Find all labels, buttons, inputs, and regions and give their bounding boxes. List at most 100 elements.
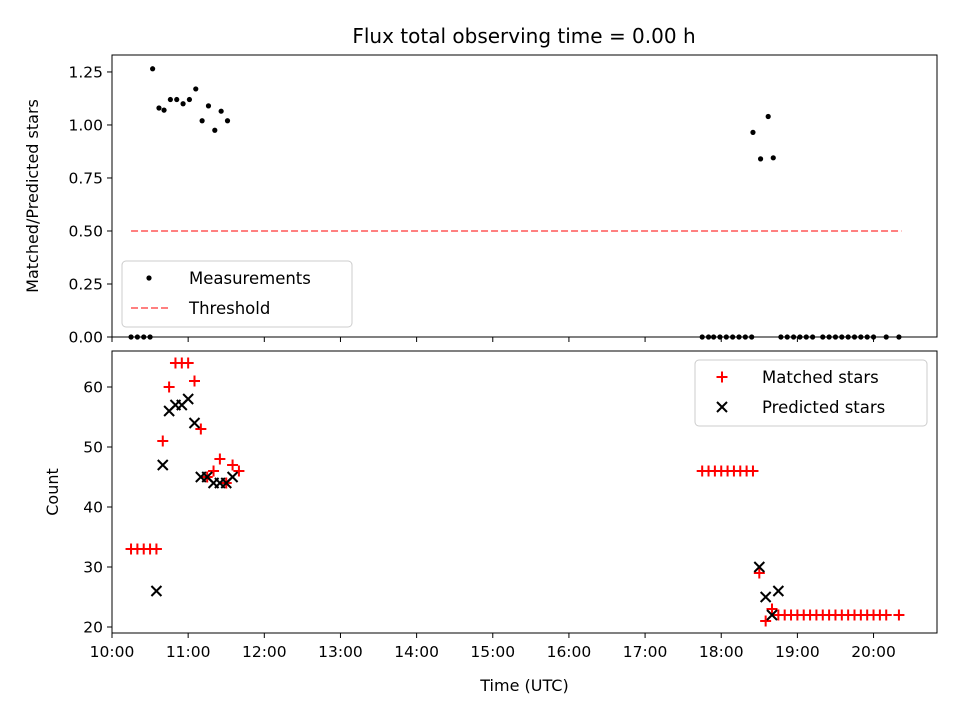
measurement-point <box>134 334 140 340</box>
measurement-point <box>174 96 180 103</box>
measurement-point <box>750 129 756 135</box>
measurement-point <box>770 155 776 161</box>
y-tick-label: 20 <box>83 619 103 637</box>
chart-title: Flux total observing time = 0.00 h <box>352 24 695 48</box>
legend-box <box>694 359 928 427</box>
legend-entry: Matched stars <box>716 368 879 387</box>
y-tick: 1.00 <box>68 116 112 134</box>
legend-box <box>121 260 353 328</box>
plot-frame <box>111 350 938 634</box>
measurement-point <box>730 334 736 340</box>
predicted-stars-point <box>226 471 239 483</box>
x-tick-label: 15:00 <box>470 643 515 661</box>
predicted-stars-point <box>753 561 766 573</box>
legend-marker <box>146 275 152 281</box>
measurement-point <box>832 334 839 340</box>
y-axis-label: Count <box>43 468 62 516</box>
measurement-point <box>193 86 199 92</box>
matched-stars-point <box>195 423 207 435</box>
measurement-point <box>864 334 870 340</box>
measurement-point <box>128 334 134 340</box>
predicted-stars-point <box>766 609 778 621</box>
plot-frame <box>111 54 938 338</box>
ratio-panel: 0.00 0.25 0.50 0.75 1.00 1.25 Matched/Predicte… <box>23 54 938 347</box>
y-tick: 0.75 <box>68 169 112 187</box>
x-tick-label: 13:00 <box>318 643 363 661</box>
y-axis-label: Matched/Predicted stars <box>23 99 42 293</box>
measurement-point <box>790 334 797 340</box>
measurement-point <box>826 334 832 340</box>
measurement-point <box>717 334 723 340</box>
y-tick: 60 <box>83 379 112 397</box>
measurement-point <box>870 334 877 340</box>
x-tick: 16:00 <box>547 633 592 661</box>
measurement-point <box>699 334 705 340</box>
x-tick-label: 14:00 <box>394 643 439 661</box>
matched-stars-point <box>214 453 226 465</box>
y-tick: 40 <box>83 499 112 517</box>
measurement-point <box>212 127 218 133</box>
matched-stars-point <box>753 567 765 579</box>
measurement-point <box>705 334 712 340</box>
x-tick: 17:00 <box>623 633 667 661</box>
measurement-point <box>851 334 858 340</box>
legend-entry: Predicted stars <box>716 398 885 417</box>
x-tick-label: 18:00 <box>699 643 744 661</box>
legend-entry: Measurements <box>146 269 311 288</box>
x-tick-label: 16:00 <box>547 643 592 661</box>
predicted-stars-point <box>772 585 785 597</box>
y-tick-label: 50 <box>83 439 103 457</box>
measurement-point <box>156 105 162 111</box>
x-tick-label: 12:00 <box>242 643 287 661</box>
measurement-point <box>218 108 224 114</box>
x-tick-label: 11:00 <box>166 643 211 661</box>
x-tick: 20:00 <box>851 633 896 661</box>
measurement-point <box>180 101 186 107</box>
measurement-point <box>150 66 156 72</box>
measurement-point <box>147 334 153 340</box>
measurement-point <box>839 334 845 340</box>
y-tick-label: 0.25 <box>68 275 103 293</box>
legend-label: Threshold <box>188 299 270 318</box>
y-tick: 50 <box>83 439 112 457</box>
y-tick-label: 30 <box>83 559 103 577</box>
predicted-stars-point <box>150 585 163 597</box>
matched-stars-point <box>189 375 200 387</box>
x-tick: 19:00 <box>775 633 820 661</box>
x-tick: 14:00 <box>394 633 439 661</box>
measurement-point <box>778 334 784 340</box>
measurement-point <box>896 334 902 340</box>
legend-label: Measurements <box>189 269 311 288</box>
legend-marker <box>716 401 728 413</box>
series-matched-stars <box>125 357 905 627</box>
measurement-point <box>803 334 809 340</box>
y-tick-label: 0.75 <box>68 169 103 187</box>
legend-marker <box>716 371 728 383</box>
y-tick-label: 0.50 <box>68 222 103 240</box>
measurement-point <box>858 334 864 340</box>
legend: Measurements Threshold <box>121 260 353 328</box>
measurement-point <box>765 113 771 120</box>
predicted-stars-point <box>188 417 201 429</box>
measurement-point <box>161 107 167 113</box>
measurement-point <box>205 103 212 109</box>
x-tick-label: 19:00 <box>775 643 820 661</box>
matched-stars-point <box>893 609 905 621</box>
legend-label: Predicted stars <box>762 398 885 417</box>
measurement-point <box>797 334 803 340</box>
measurement-point <box>224 118 231 124</box>
measurement-point <box>784 334 790 340</box>
matched-stars-point <box>233 465 245 477</box>
y-tick-label: 1.00 <box>68 116 103 134</box>
series-measurements <box>128 66 902 340</box>
predicted-stars-point <box>759 591 772 603</box>
matched-stars-point <box>163 381 175 393</box>
measurement-point <box>757 156 764 162</box>
measurement-point <box>810 334 816 340</box>
x-tick: 13:00 <box>318 633 363 661</box>
y-tick: 1.25 <box>68 63 112 81</box>
series-predicted-stars <box>150 393 785 621</box>
y-tick: 0.25 <box>68 275 112 293</box>
measurement-point <box>736 334 742 340</box>
legend: Matched stars Predicted stars <box>694 359 928 427</box>
